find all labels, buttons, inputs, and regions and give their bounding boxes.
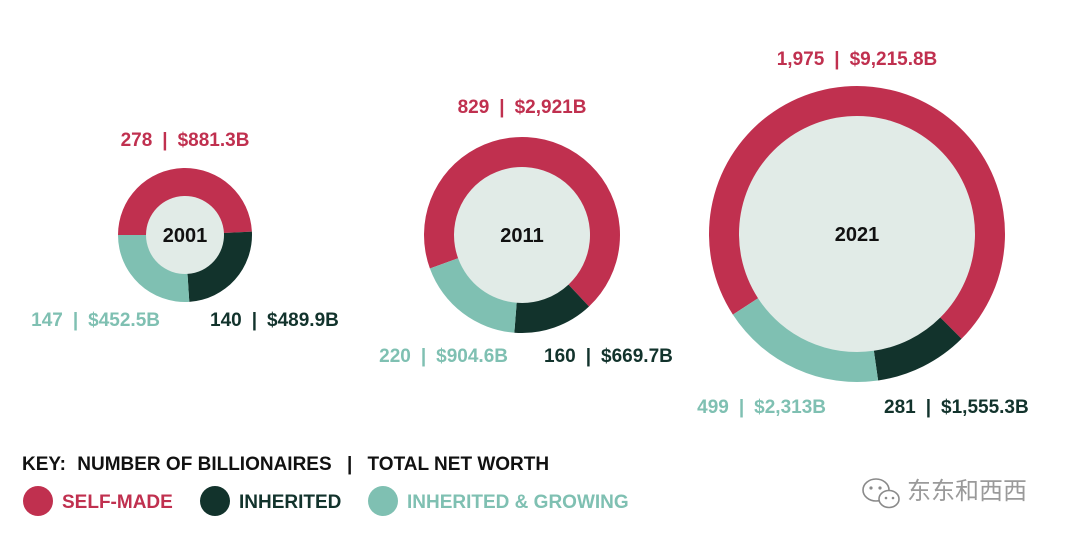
- segment-label-self-made: 829 | $2,921B: [458, 97, 587, 118]
- segment-label-self-made: 1,975 | $9,215.8B: [777, 49, 938, 70]
- watermark-text: 东东和西西: [907, 477, 1027, 505]
- segment-label-inherited: 160 | $669.7B: [544, 346, 673, 367]
- segment-count: 278: [121, 130, 153, 151]
- segment-count: 281: [884, 397, 916, 418]
- donuts-group: 2001 2011 2021: [118, 86, 1005, 382]
- segment-count: 147: [31, 310, 63, 331]
- legend-label-inherited-growing: INHERITED & GROWING: [407, 492, 629, 513]
- donut-2011: 2011: [424, 136, 621, 333]
- legend-label-inherited: INHERITED: [239, 492, 341, 513]
- segment-labels-group: 278 | $881.3B 140 | $489.9B 147 | $452.5B 829 | $2,…: [31, 49, 1029, 418]
- segment-separator: |: [739, 397, 744, 418]
- year-label: 2001: [163, 225, 208, 247]
- legend-key-title: KEY: NUMBER OF BILLIONAIRES | TOTAL NET …: [22, 454, 549, 475]
- segment-separator: |: [499, 97, 504, 118]
- segment-count: 829: [458, 97, 490, 118]
- donut-segment-inherited: [514, 284, 590, 333]
- segment-worth: $904.6B: [436, 346, 508, 367]
- segment-count: 140: [210, 310, 242, 331]
- donut-segment-self-made: [709, 86, 1005, 339]
- donut-2021: 2021: [709, 86, 1005, 382]
- legend: KEY: NUMBER OF BILLIONAIRES | TOTAL NET …: [22, 454, 629, 516]
- segment-label-inherited-growing: 499 | $2,313B: [697, 397, 826, 418]
- segment-count: 220: [379, 346, 411, 367]
- segment-separator: |: [586, 346, 591, 367]
- segment-count: 499: [697, 397, 729, 418]
- wechat-icon: [862, 478, 900, 509]
- segment-label-inherited: 140 | $489.9B: [210, 310, 339, 331]
- donut-center: [738, 115, 976, 353]
- donut-segment-inherited: [187, 231, 252, 302]
- segment-worth: $2,313B: [754, 397, 826, 418]
- segment-separator: |: [834, 49, 839, 70]
- segment-separator: |: [162, 130, 167, 151]
- segment-separator: |: [926, 397, 931, 418]
- legend-label-self-made: SELF-MADE: [62, 492, 173, 513]
- segment-worth: $669.7B: [601, 346, 673, 367]
- donut-segment-inherited: [873, 317, 962, 381]
- donut-segment-inherited-growing: [732, 298, 879, 382]
- segment-worth: $881.3B: [178, 130, 250, 151]
- year-label: 2011: [500, 225, 543, 247]
- donut-center: [453, 166, 591, 304]
- segment-label-self-made: 278 | $881.3B: [121, 130, 250, 151]
- legend-key-prefix: KEY:: [22, 454, 66, 475]
- donut-segment-inherited-growing: [118, 235, 190, 302]
- segment-label-inherited: 281 | $1,555.3B: [884, 397, 1029, 418]
- segment-separator: |: [73, 310, 78, 331]
- segment-count: 1,975: [777, 49, 825, 70]
- segment-label-inherited-growing: 220 | $904.6B: [379, 346, 508, 367]
- segment-worth: $2,921B: [515, 97, 587, 118]
- segment-separator: |: [421, 346, 426, 367]
- legend-items: SELF-MADE INHERITED INHERITED & GROWING: [23, 486, 629, 516]
- legend-key-separator: |: [347, 454, 352, 475]
- segment-count: 160: [544, 346, 576, 367]
- year-label: 2021: [835, 224, 880, 246]
- legend-swatch-inherited-growing: [368, 486, 398, 516]
- segment-worth: $489.9B: [267, 310, 339, 331]
- donut-center: [145, 195, 225, 275]
- segment-label-inherited-growing: 147 | $452.5B: [31, 310, 160, 331]
- legend-key-text: NUMBER OF BILLIONAIRES: [77, 454, 331, 475]
- donut-segment-inherited-growing: [429, 258, 517, 333]
- segment-separator: |: [252, 310, 257, 331]
- donut-2001: 2001: [118, 167, 252, 302]
- segment-worth: $9,215.8B: [850, 49, 938, 70]
- legend-swatch-inherited: [200, 486, 230, 516]
- donut-segment-self-made: [424, 136, 621, 307]
- legend-swatch-self-made: [23, 486, 53, 516]
- donut-segment-self-made: [118, 167, 252, 235]
- watermark: 东东和西西: [862, 477, 1027, 509]
- segment-worth: $452.5B: [88, 310, 160, 331]
- legend-key-text2: TOTAL NET WORTH: [368, 454, 550, 475]
- segment-worth: $1,555.3B: [941, 397, 1029, 418]
